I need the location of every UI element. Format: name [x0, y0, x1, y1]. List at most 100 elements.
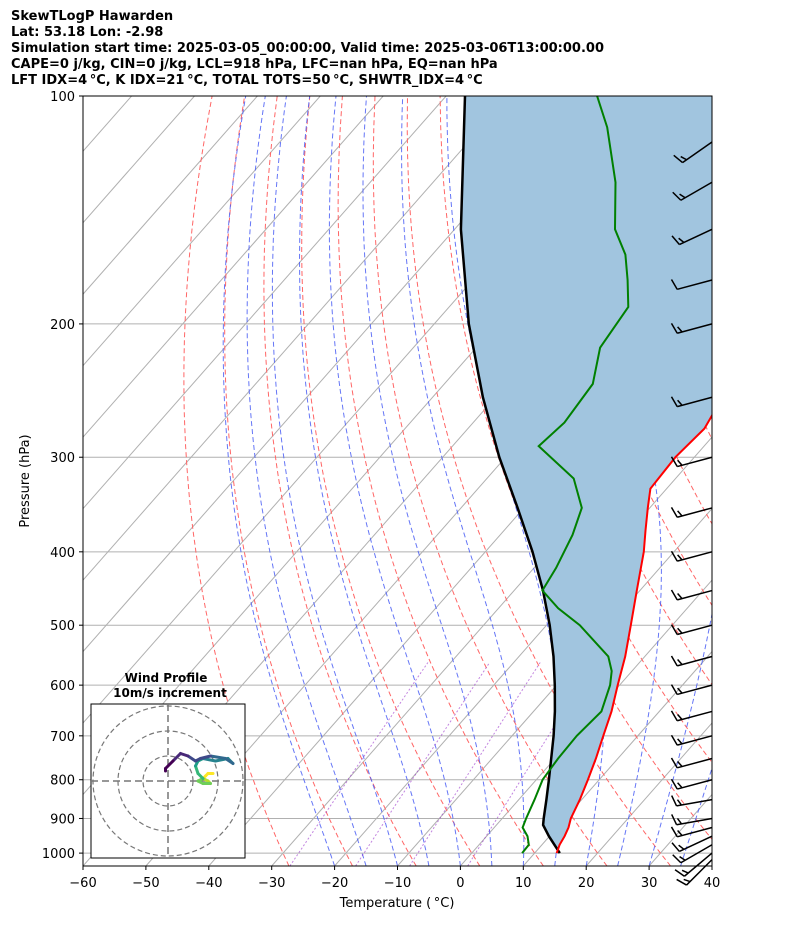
barb-staff: [677, 507, 713, 518]
barb-flag: [673, 154, 683, 164]
barb-staff: [680, 844, 713, 864]
barb-flag: [670, 734, 678, 746]
isotherm-line: [522, 650, 712, 866]
moist-adiabat: [271, 96, 398, 866]
barb-staff: [682, 141, 713, 164]
wind-barb: [673, 141, 713, 164]
isotherm-line: [83, 96, 384, 438]
mixing-ratio-line: [467, 662, 595, 866]
wind-barb: [670, 826, 713, 838]
barb-staff: [686, 859, 713, 886]
hodograph: Wind Profile 10m/s increment: [90, 671, 246, 859]
barb-flag: [677, 459, 683, 466]
wind-barb: [671, 835, 713, 853]
isotherm-line: [83, 96, 321, 367]
barb-staff: [677, 826, 713, 838]
wind-barb: [670, 757, 713, 769]
wind-barb: [670, 396, 713, 408]
wind-barb: [670, 655, 713, 667]
x-tick-label: −30: [258, 876, 285, 891]
x-tick-label: −50: [132, 876, 159, 891]
y-tick-label: 900: [50, 812, 75, 827]
barb-flag: [681, 869, 689, 874]
barb-staff: [677, 684, 713, 696]
moist-adiabat: [328, 96, 461, 866]
barb-flag: [670, 456, 678, 467]
barb-staff: [677, 735, 713, 746]
barb-staff: [676, 817, 713, 826]
y-tick-label: 200: [50, 318, 75, 333]
moist-adiabat: [680, 766, 712, 866]
cape-fill: [460, 96, 712, 854]
wind-barb: [671, 228, 713, 246]
mixing-ratio-line: [289, 662, 429, 866]
wind-barb: [676, 859, 713, 886]
barb-flag: [679, 193, 686, 199]
x-tick-label: 10: [515, 876, 532, 891]
hodograph-segment: [186, 754, 197, 763]
isotherm-line: [775, 96, 794, 866]
wind-barb: [670, 550, 713, 562]
axis-ticks: −60 −50 −40 −30 −20 −10 0 10 20 30 40 100 200 300 400 5…: [42, 90, 720, 891]
barb-flag: [677, 593, 683, 600]
x-tick-label: −60: [69, 876, 96, 891]
barb-flag: [676, 799, 683, 806]
barb-flag: [671, 814, 678, 826]
barb-flag: [670, 826, 678, 838]
isotherm-line: [83, 96, 447, 510]
hodograph-plot: [91, 704, 245, 858]
chart-title: SkewTLogP Hawarden: [11, 9, 174, 24]
y-tick-label: 800: [50, 774, 75, 789]
barb-flag: [679, 855, 686, 861]
barb-flag: [672, 191, 682, 201]
barb-flag: [671, 842, 680, 852]
barb-flag: [670, 778, 678, 790]
moist-adiabat: [401, 96, 525, 866]
barb-flag: [677, 627, 683, 634]
isotherm-line: [83, 96, 573, 653]
hodograph-segment: [164, 759, 175, 770]
time-line: Simulation start time: 2025-03-05_00:00:…: [11, 41, 604, 56]
cape-fill-area: [460, 96, 712, 854]
y-tick-label: 1000: [42, 847, 75, 862]
hodograph-subtitle: 10m/s increment: [113, 686, 227, 700]
barb-flag: [680, 155, 687, 161]
barb-flag: [677, 687, 683, 694]
barb-flag: [677, 782, 683, 789]
wind-barb: [670, 624, 713, 636]
dry-adiabat: [406, 96, 671, 866]
barb-flag: [670, 684, 678, 695]
barb-flag: [670, 323, 678, 334]
barb-staff: [677, 323, 713, 334]
barb-flag: [677, 326, 683, 333]
mixing-ratio-line: [355, 662, 491, 866]
barb-flag: [670, 550, 678, 562]
y-tick-label: 700: [50, 730, 75, 745]
x-tick-label: 30: [641, 876, 658, 891]
x-tick-label: −20: [321, 876, 348, 891]
moist-adiabat: [362, 96, 493, 866]
x-axis-label: Temperature ( °C): [339, 896, 455, 911]
x-tick-label: 0: [456, 876, 464, 891]
wind-barb: [670, 778, 713, 790]
barb-flag: [683, 878, 691, 883]
wind-barb: [670, 710, 713, 722]
hodograph-title: Wind Profile: [125, 671, 208, 685]
wind-barb: [672, 181, 713, 201]
barb-flag: [674, 869, 685, 877]
wind-barb: [672, 844, 713, 864]
dry-adiabat: [733, 96, 794, 866]
y-tick-label: 500: [50, 619, 75, 634]
barb-flag: [670, 757, 678, 769]
barb-flag: [677, 761, 683, 768]
y-tick-label: 300: [50, 451, 75, 466]
barb-staff: [677, 624, 713, 636]
wind-barb: [670, 589, 713, 601]
barb-flag: [677, 510, 683, 517]
barb-flag: [670, 710, 678, 722]
x-tick-label: −10: [384, 876, 411, 891]
barb-flag: [678, 844, 685, 850]
y-tick-label: 400: [50, 546, 75, 561]
mixing-ratio-line: [409, 662, 541, 866]
dry-adiabat: [183, 96, 290, 866]
